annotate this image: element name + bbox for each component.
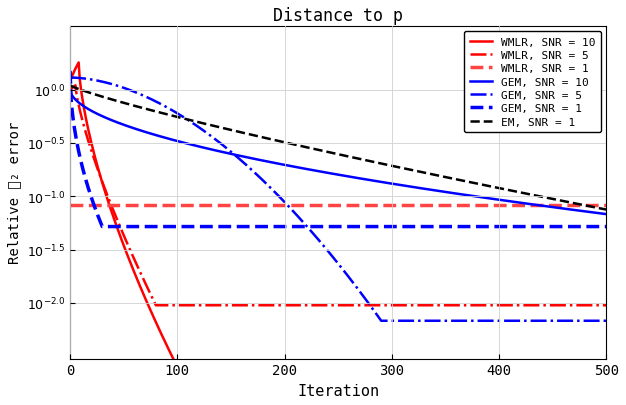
GEM, SNR = 1 (200, 225, 208, 230)
GEM, SNR = 10 (262, 159, 269, 164)
Line: GEM, SNR = 1: GEM, SNR = 1 (70, 72, 607, 227)
WMLR, SNR = 5 (513, 303, 520, 308)
WMLR, SNR = 1 (262, 204, 269, 209)
Line: EM, SNR = 1: EM, SNR = 1 (70, 86, 607, 210)
Line: WMLR, SNR = 5: WMLR, SNR = 5 (70, 86, 607, 305)
EM, SNR = 1 (66, 83, 74, 88)
Y-axis label: Relative ℓ₂ error: Relative ℓ₂ error (7, 122, 21, 264)
Title: Distance to p: Distance to p (274, 7, 403, 25)
Legend: WMLR, SNR = 10, WMLR, SNR = 5, WMLR, SNR = 1, GEM, SNR = 10, GEM, SNR = 5, GEM, : WMLR, SNR = 10, WMLR, SNR = 5, WMLR, SNR… (464, 32, 601, 133)
GEM, SNR = 5 (66, 76, 74, 81)
WMLR, SNR = 1 (412, 204, 419, 209)
WMLR, SNR = 5 (420, 303, 428, 308)
WMLR, SNR = 10 (603, 365, 610, 370)
WMLR, SNR = 10 (224, 365, 232, 370)
WMLR, SNR = 5 (603, 303, 610, 308)
GEM, SNR = 5 (199, 128, 207, 133)
WMLR, SNR = 1 (66, 204, 74, 209)
Line: GEM, SNR = 5: GEM, SNR = 5 (70, 78, 607, 321)
WMLR, SNR = 1 (418, 204, 426, 209)
GEM, SNR = 5 (377, 318, 385, 323)
GEM, SNR = 5 (262, 181, 269, 185)
WMLR, SNR = 1 (199, 204, 207, 209)
WMLR, SNR = 1 (603, 204, 610, 209)
EM, SNR = 1 (412, 169, 419, 174)
WMLR, SNR = 10 (264, 365, 271, 370)
EM, SNR = 1 (418, 171, 426, 175)
WMLR, SNR = 5 (202, 303, 209, 308)
EM, SNR = 1 (199, 122, 207, 126)
GEM, SNR = 1 (100, 225, 107, 230)
WMLR, SNR = 10 (513, 365, 520, 370)
WMLR, SNR = 1 (510, 204, 518, 209)
EM, SNR = 1 (222, 127, 229, 132)
GEM, SNR = 1 (263, 225, 270, 230)
GEM, SNR = 1 (603, 225, 610, 230)
Line: WMLR, SNR = 10: WMLR, SNR = 10 (70, 63, 607, 367)
GEM, SNR = 10 (510, 200, 518, 205)
GEM, SNR = 5 (419, 318, 427, 323)
GEM, SNR = 1 (223, 225, 230, 230)
GEM, SNR = 1 (419, 225, 427, 230)
WMLR, SNR = 10 (66, 80, 74, 85)
WMLR, SNR = 10 (414, 365, 421, 370)
EM, SNR = 1 (510, 189, 518, 194)
WMLR, SNR = 10 (75, 61, 83, 66)
EM, SNR = 1 (262, 136, 269, 141)
GEM, SNR = 10 (412, 185, 419, 190)
WMLR, SNR = 5 (264, 303, 271, 308)
EM, SNR = 1 (603, 208, 610, 213)
WMLR, SNR = 5 (152, 303, 160, 308)
GEM, SNR = 10 (66, 88, 74, 93)
GEM, SNR = 10 (222, 151, 229, 156)
GEM, SNR = 5 (511, 318, 519, 323)
WMLR, SNR = 1 (222, 204, 229, 209)
GEM, SNR = 1 (66, 69, 74, 74)
WMLR, SNR = 5 (66, 88, 74, 93)
WMLR, SNR = 10 (173, 365, 181, 370)
WMLR, SNR = 5 (72, 83, 80, 88)
GEM, SNR = 10 (199, 146, 207, 151)
GEM, SNR = 5 (413, 318, 420, 323)
GEM, SNR = 5 (222, 145, 229, 150)
X-axis label: Iteration: Iteration (297, 383, 379, 398)
GEM, SNR = 5 (603, 318, 610, 323)
WMLR, SNR = 5 (414, 303, 421, 308)
WMLR, SNR = 5 (224, 303, 232, 308)
GEM, SNR = 1 (413, 225, 420, 230)
GEM, SNR = 10 (603, 212, 610, 217)
WMLR, SNR = 10 (420, 365, 428, 370)
GEM, SNR = 1 (511, 225, 519, 230)
WMLR, SNR = 10 (202, 365, 209, 370)
GEM, SNR = 10 (418, 186, 426, 191)
Line: GEM, SNR = 10: GEM, SNR = 10 (70, 90, 607, 215)
